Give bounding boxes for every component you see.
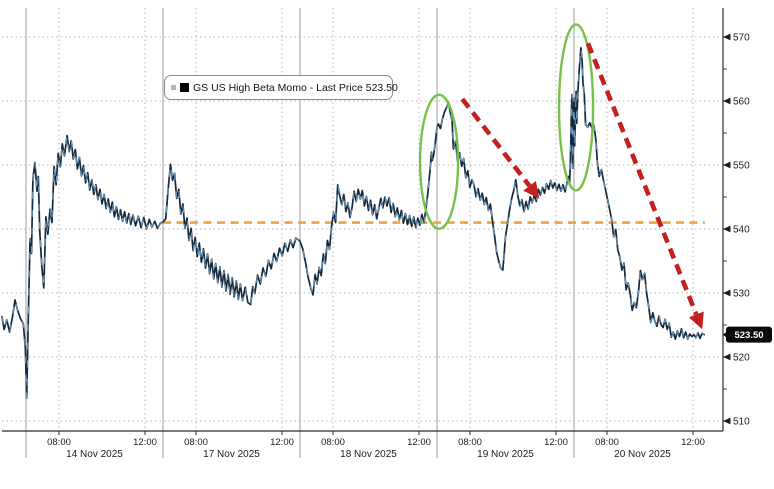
x-axis-time-label: 08:00 — [595, 437, 619, 448]
annotation-ellipse — [418, 93, 460, 231]
y-axis-tick-label: 560 — [733, 97, 750, 108]
x-axis-time-label: 12:00 — [681, 437, 705, 448]
y-axis-tick — [723, 417, 731, 425]
x-axis-time-label: 12:00 — [544, 437, 568, 448]
y-axis-tick — [723, 97, 731, 105]
last-price-value: 523.50 — [734, 330, 763, 341]
price-line-highlight — [1, 47, 705, 399]
legend-grip-icon — [171, 85, 176, 90]
y-axis-tick-label: 520 — [733, 353, 750, 364]
legend-series-label: GS US High Beta Momo - Last Price 523.50 — [193, 81, 398, 94]
x-axis-time-label: 08:00 — [47, 437, 71, 448]
x-axis-time-label: 12:00 — [270, 437, 294, 448]
x-axis-time-label: 08:00 — [458, 437, 482, 448]
x-axis-date-label: 17 Nov 2025 — [203, 449, 260, 460]
annotation-arrowhead-icon — [523, 180, 540, 199]
annotation-ellipse — [557, 23, 595, 192]
y-axis-tick — [723, 353, 731, 361]
y-axis-tick — [723, 33, 731, 41]
x-axis-time-label: 12:00 — [133, 437, 157, 448]
y-axis-tick-label: 550 — [733, 161, 750, 172]
x-axis-date-label: 14 Nov 2025 — [66, 449, 123, 460]
y-axis-tick-label: 530 — [733, 289, 750, 300]
x-axis-time-label: 08:00 — [184, 437, 208, 448]
legend-series-swatch-icon — [180, 83, 189, 92]
x-axis-time-label: 08:00 — [321, 437, 345, 448]
annotation-arrow-shaft — [460, 97, 532, 188]
x-axis-date-label: 19 Nov 2025 — [477, 449, 534, 460]
y-axis-tick-label: 510 — [733, 417, 750, 428]
y-axis-tick-label: 570 — [733, 33, 750, 44]
annotation-arrow-shaft — [585, 42, 699, 316]
x-axis-time-label: 12:00 — [407, 437, 431, 448]
y-axis-tick — [723, 161, 731, 169]
legend-box[interactable]: GS US High Beta Momo - Last Price 523.50 — [164, 75, 398, 100]
annotation-arrowhead-icon — [688, 311, 704, 330]
y-axis-tick-label: 540 — [733, 225, 750, 236]
x-axis-date-label: 18 Nov 2025 — [340, 449, 397, 460]
last-price-badge — [726, 326, 772, 343]
y-axis-tick — [723, 225, 731, 233]
x-axis-date-label: 20 Nov 2025 — [614, 449, 671, 460]
y-axis-tick — [723, 289, 731, 297]
